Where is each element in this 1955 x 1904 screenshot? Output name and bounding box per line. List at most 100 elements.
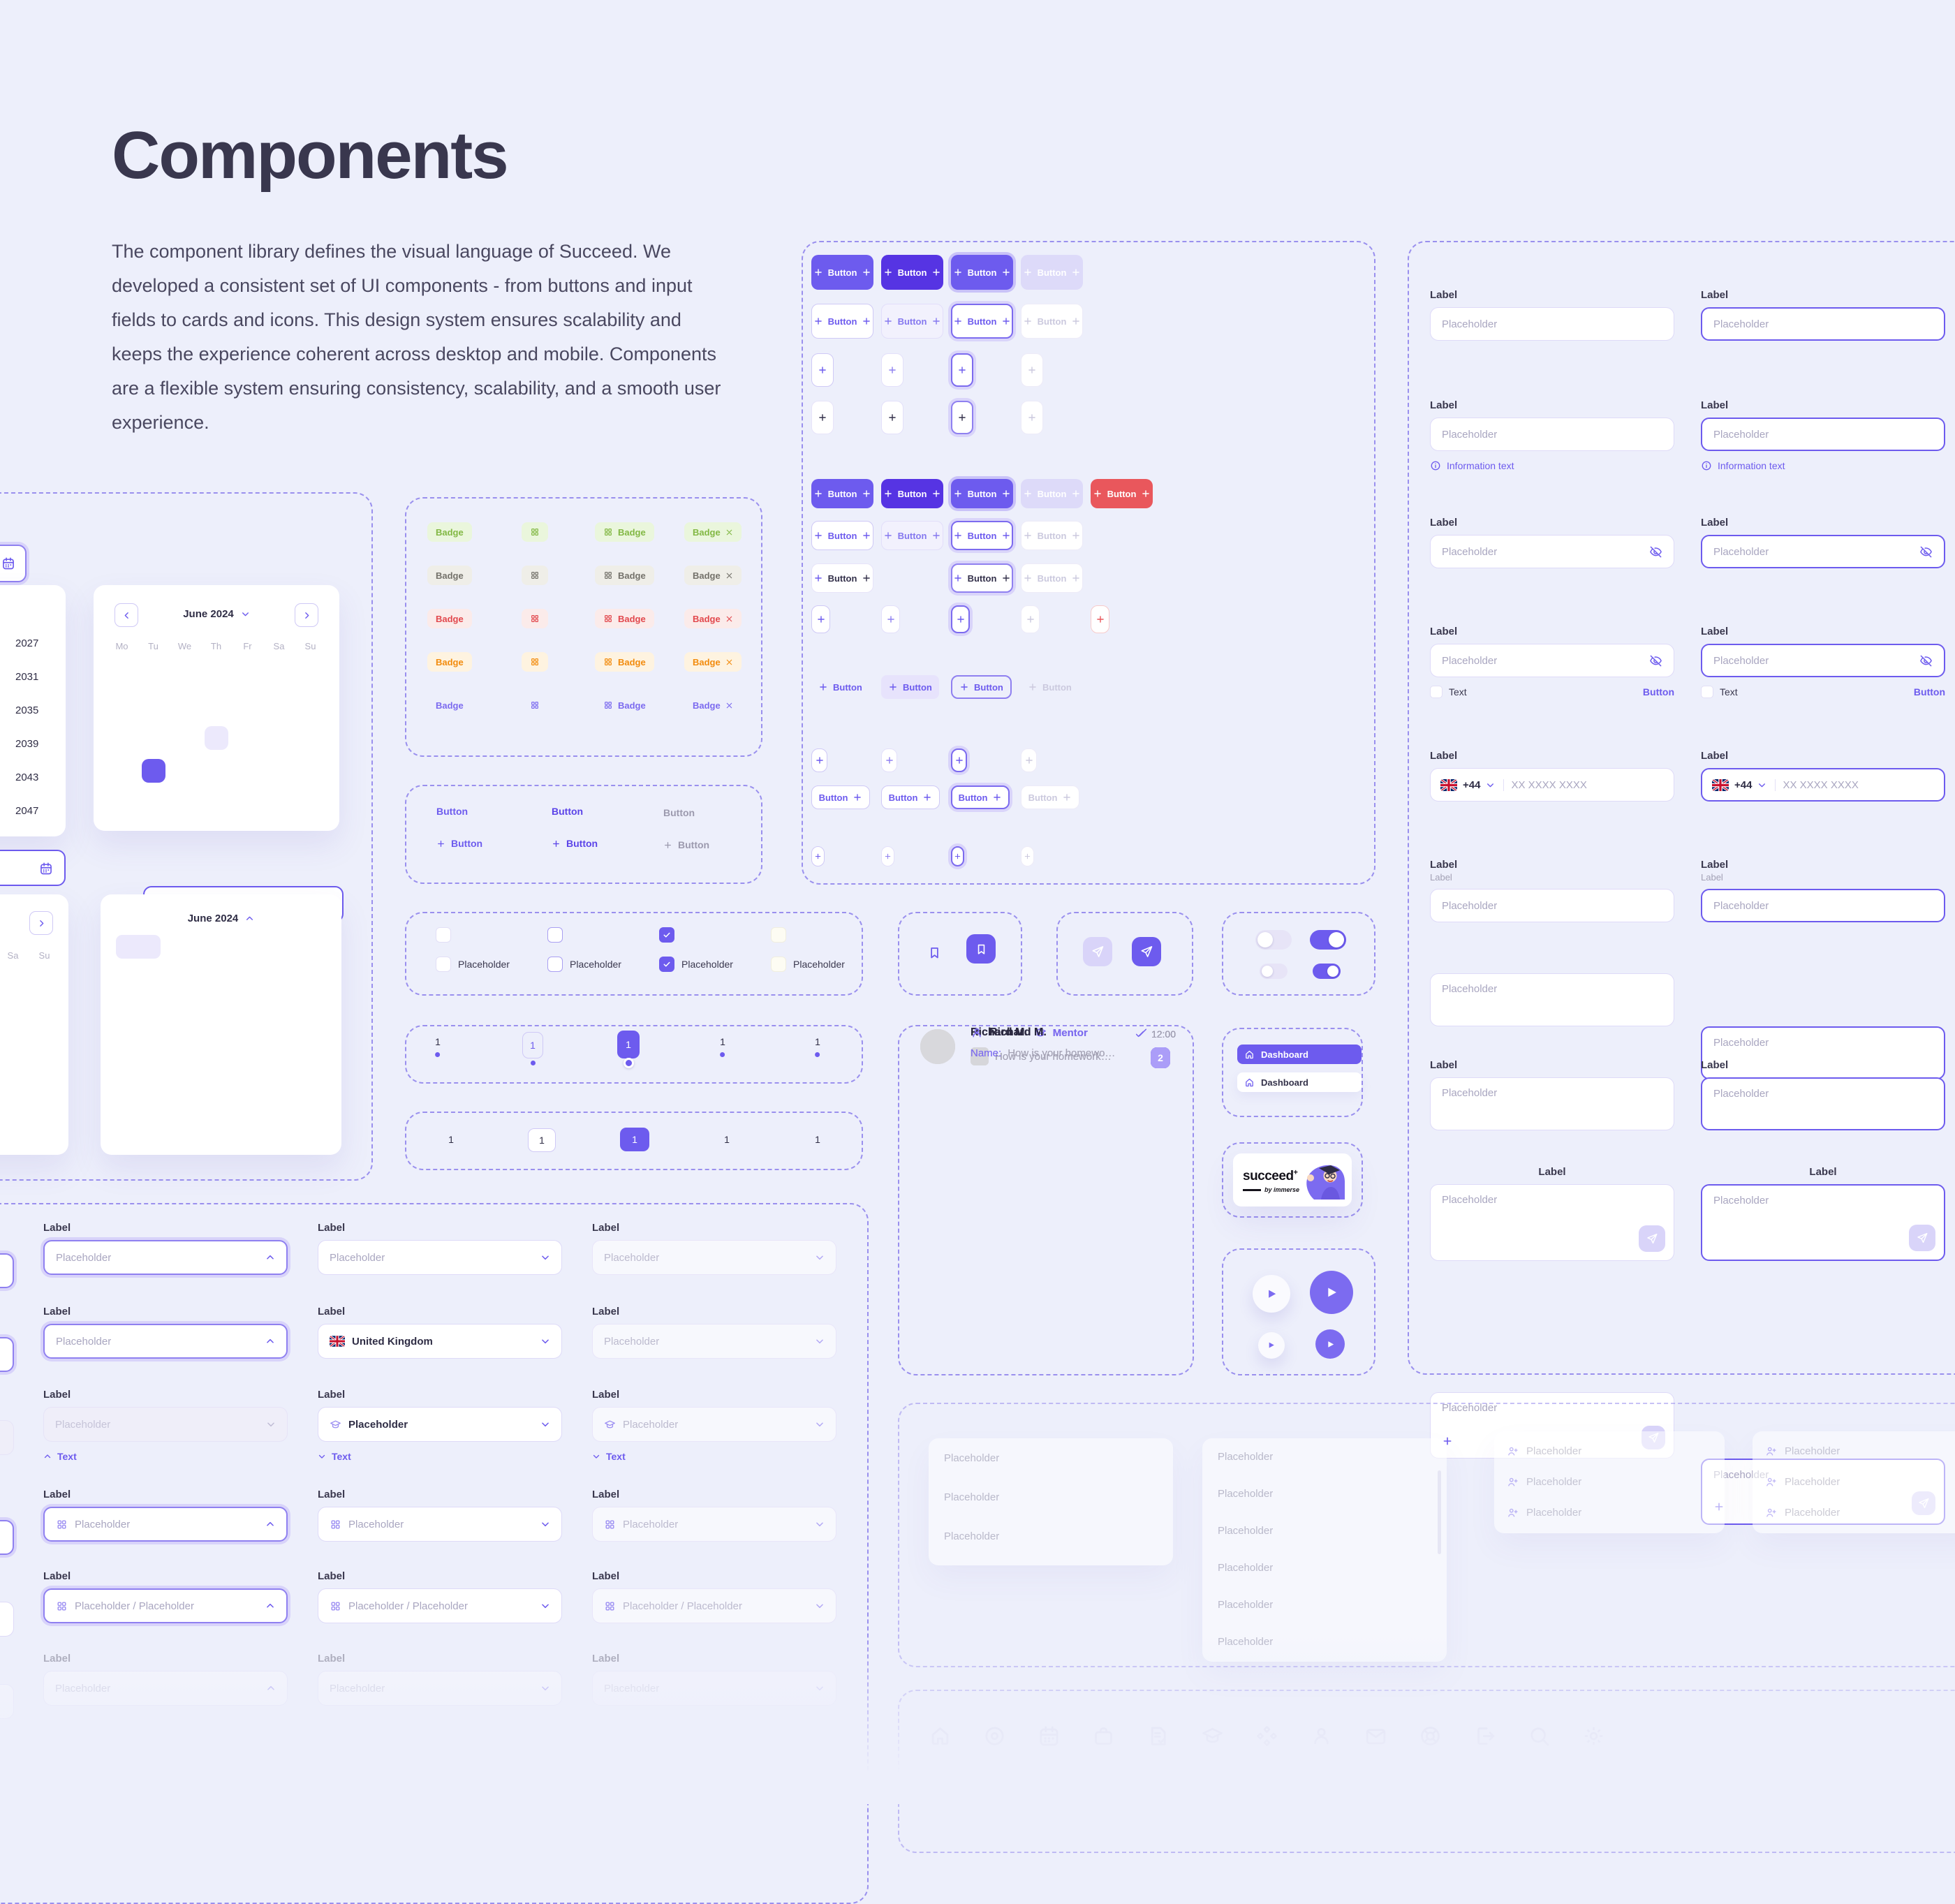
textarea[interactable]: Placeholder [1430,1077,1674,1130]
chat-list-item[interactable]: Richard M. 12:00 Name: How is your homew… [920,1026,1176,1071]
bookmark-button-active[interactable] [966,934,996,964]
select-cut[interactable] [0,1420,14,1455]
scrollbar[interactable] [1438,1470,1441,1554]
checkbox-hover[interactable] [547,927,563,943]
button-outline[interactable]: Button [811,304,873,339]
checkbox-checked[interactable] [659,927,674,943]
year-option[interactable] [226,935,271,959]
button-primary[interactable]: Button [811,255,873,290]
calendar-day[interactable] [33,1078,57,1102]
link-button[interactable]: Button [436,806,469,817]
calendar-day[interactable] [267,759,291,783]
icon-button-sm[interactable] [811,748,827,772]
select-input[interactable]: Placeholder [318,1507,562,1542]
calendar-day[interactable] [173,693,197,717]
calendar-day[interactable] [173,661,197,684]
calendar-day[interactable] [141,759,165,783]
menu-option[interactable]: Placeholder [1494,1466,1725,1497]
icon-button-md[interactable] [811,605,830,633]
icon-button-plus-dark[interactable] [811,401,834,434]
calendar-day[interactable] [236,726,260,750]
select-cut[interactable] [0,1337,14,1372]
year-option[interactable] [281,1099,326,1123]
page-number[interactable]: 1 [815,1134,820,1145]
year-option[interactable] [116,1099,161,1123]
icon-button-plus-dark-focused[interactable] [951,401,973,434]
year-option[interactable] [226,1099,271,1123]
text-input-focused[interactable]: Placeholder [1701,889,1945,922]
button-white-focused[interactable]: Button [951,563,1013,593]
badge-icon-only[interactable] [522,566,548,585]
dial-code-select[interactable]: +44 [1440,778,1505,791]
select-cut[interactable] [0,1253,14,1288]
menu-option[interactable]: Placeholder [1218,1451,1274,1463]
button-medium-outline-hover[interactable]: Button [881,521,943,550]
year-option[interactable] [116,968,161,991]
checkbox-disabled[interactable] [771,927,786,943]
badge-dismissible[interactable]: Badge [684,652,742,672]
button-small-hover[interactable]: Button [881,785,940,809]
bookmark-icon-button[interactable] [926,944,943,961]
toggle-small-off[interactable] [1260,964,1288,979]
menu-option[interactable]: Placeholder [1218,1488,1274,1500]
page-step-active[interactable]: 1 [617,1031,640,1068]
badge-dismissible[interactable]: Badge [684,695,742,715]
select-input-focused[interactable]: Placeholder [43,1324,288,1359]
sidebar-item-dashboard-active[interactable]: Dashboard [1237,1045,1362,1064]
toggle-on[interactable] [1310,930,1346,950]
calendar-day[interactable] [299,661,323,684]
checkbox[interactable] [436,927,451,943]
icon-button-plus-dark-hover[interactable] [881,401,903,434]
year-option[interactable] [281,1001,326,1024]
eye-off-icon[interactable] [1649,545,1662,559]
select-input[interactable]: Placeholder [592,1671,836,1706]
text-input-focused[interactable]: Placeholder [1701,418,1945,451]
text-input[interactable]: Placeholder [1430,307,1674,341]
menu-option[interactable]: Placeholder [1494,1497,1725,1528]
badge-text[interactable]: Badge [427,609,472,628]
eye-off-icon[interactable] [1919,654,1933,667]
year-option[interactable]: 2039 [15,737,39,750]
badge-icon-text[interactable]: Badge [595,695,654,715]
button-danger[interactable]: Button [1091,479,1153,508]
badge-icon-text[interactable]: Badge [595,522,654,542]
calendar-day[interactable] [299,759,323,783]
badge-icon-text[interactable]: Badge [595,652,654,672]
select-input[interactable]: Placeholder [43,1671,288,1706]
button-medium-hover[interactable]: Button [881,479,943,508]
checkbox-labeled[interactable]: Placeholder [436,957,510,972]
select-input-focused[interactable]: Placeholder [43,1240,288,1275]
calendar-day[interactable] [267,661,291,684]
icon-button-md-disabled[interactable] [1021,605,1040,633]
text-input[interactable]: Placeholder [1430,418,1674,451]
link-button-icon-hover[interactable]: Button [552,838,598,849]
phone-input-focused[interactable]: +44 XX XXXX XXXX [1701,768,1945,802]
checkbox-labeled-hover[interactable]: Placeholder [547,957,621,972]
calendar-day[interactable] [1,980,25,1003]
page-number-active[interactable]: 1 [620,1128,649,1151]
icon-button-sm-disabled[interactable] [1021,748,1037,772]
year-option[interactable] [281,935,326,959]
select-input-focused[interactable]: Placeholder [43,1507,288,1542]
collapse-link[interactable]: Text [43,1451,288,1462]
button-ghost-focused[interactable]: Button [951,675,1012,699]
button-outline-disabled[interactable]: Button [1021,304,1083,339]
calendar-day[interactable] [1,1045,25,1069]
year-option[interactable] [171,1099,216,1123]
country-select[interactable]: United Kingdom [318,1324,562,1359]
text-input[interactable]: Placeholder [1430,889,1674,922]
calendar-day[interactable] [142,661,165,684]
menu-option[interactable]: Placeholder [1753,1436,1955,1466]
icon-button-plus-dark-disabled[interactable] [1021,401,1043,434]
calendar-day[interactable] [142,792,165,816]
next-month-button[interactable] [29,911,53,935]
link-button-icon[interactable]: Button [436,838,482,849]
calendar-day[interactable] [33,1012,57,1036]
close-icon[interactable] [725,529,733,536]
button-medium-focused[interactable]: Button [951,479,1013,508]
calendar-day[interactable] [33,980,57,1003]
badge-dismissible[interactable]: Badge [684,609,742,628]
calendar-day[interactable] [1,1012,25,1036]
button-small-disabled[interactable]: Button [1021,785,1079,809]
calendar-day[interactable] [33,1111,57,1135]
